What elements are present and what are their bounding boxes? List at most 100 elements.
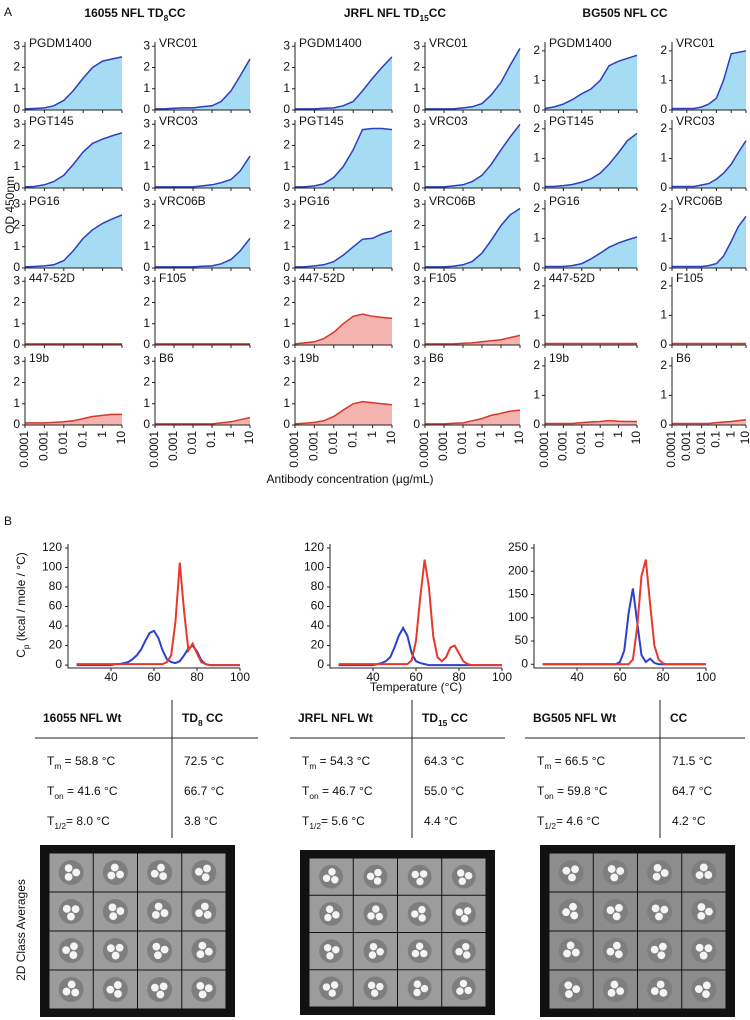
tile-blob — [70, 942, 78, 951]
y-tick-label: 2 — [283, 138, 290, 152]
tile-blob — [72, 868, 81, 877]
x-tick-label: 0.001 — [307, 431, 321, 461]
x-tick-label: 1 — [493, 431, 507, 438]
tile-blob — [113, 981, 122, 989]
table-header-part: TD — [422, 711, 438, 725]
x-tick-label: 1 — [365, 431, 379, 438]
tile-blob — [420, 949, 428, 958]
axis — [154, 277, 250, 346]
y-tick-label: 3 — [283, 38, 290, 52]
y-tick-label: 3 — [143, 116, 150, 130]
y-tick-label: 1 — [660, 73, 667, 87]
x-tick-label: 0.0001 — [417, 431, 431, 468]
x-tick-label: 0.1 — [709, 431, 723, 448]
axis — [544, 277, 637, 346]
x-tick-label: 1 — [95, 431, 109, 438]
table-cell: Ton = 46.7 °C — [302, 784, 373, 801]
tile-halo — [691, 977, 717, 1002]
tile-halo — [102, 938, 128, 963]
x-tick-label: 10 — [629, 431, 643, 445]
curve-line — [24, 56, 123, 110]
axis — [424, 277, 520, 346]
plot-label: PGT145 — [549, 114, 594, 128]
group-title-part: 15 — [419, 13, 429, 23]
table-cell-part: T — [537, 784, 545, 798]
y-tick-label: 0 — [660, 337, 667, 351]
tile-blob — [660, 869, 669, 877]
group-title-part: 8 — [164, 13, 169, 23]
curve-area — [425, 124, 520, 188]
y-tick-label: 40 — [311, 618, 325, 632]
table-cell: 72.5 °C — [184, 754, 224, 768]
curve-line — [295, 230, 393, 268]
x-tick-label: 40 — [104, 670, 118, 684]
y-tick-label: 1 — [13, 316, 20, 330]
y-tick-label: 3 — [13, 116, 20, 130]
y-tick-label: 2 — [533, 201, 540, 215]
curve-area — [295, 230, 392, 268]
panel-label: A — [4, 5, 12, 19]
y-tick-label: 80 — [311, 579, 325, 593]
curve-line — [425, 123, 521, 188]
curve-line — [425, 48, 521, 110]
table-cell: 64.3 °C — [424, 754, 464, 768]
tile-blob — [650, 987, 659, 995]
tile-blob — [455, 908, 464, 916]
y-tick-label: 2 — [413, 218, 420, 232]
tile-blob — [697, 911, 706, 920]
y-tick-label: 0 — [533, 417, 540, 431]
y-tick-label: 0 — [413, 102, 420, 116]
y-tick-label: 1 — [533, 388, 540, 402]
plot-label: 19b — [29, 351, 49, 365]
y-tick-label: 2 — [413, 60, 420, 74]
group-title-part: CC — [168, 6, 186, 20]
y-tick-label: 0 — [660, 260, 667, 274]
tile-blob — [702, 990, 710, 998]
table-cell: T1/2= 8.0 °C — [47, 814, 110, 831]
tile-halo — [191, 977, 217, 1002]
curve-area — [425, 335, 520, 345]
tile-blob — [108, 903, 117, 912]
tile-blob — [606, 947, 615, 956]
table-cell-part: = 66.5 °C — [551, 754, 605, 768]
tile-blob — [376, 947, 384, 956]
curve-area — [295, 401, 392, 425]
y-tick-label: 20 — [311, 638, 325, 652]
y-tick-label: 80 — [49, 579, 63, 593]
y-tick-label: 0 — [660, 180, 667, 194]
table-cell-part: on — [54, 791, 64, 801]
tile-blob — [418, 914, 426, 922]
tile-blob — [659, 988, 668, 997]
side-label: 2D Class Averages — [14, 879, 28, 981]
tile-blob — [160, 909, 169, 917]
x-tick-label: 0.0001 — [147, 431, 161, 468]
plot-label: PGT145 — [29, 114, 74, 128]
group-title-part: 16055 NFL TD — [84, 6, 163, 20]
table-cell-part: m — [544, 761, 551, 771]
tile-halo — [691, 938, 717, 963]
curve-area — [672, 50, 746, 110]
y-tick-label: 2 — [143, 295, 150, 309]
axis — [544, 357, 637, 426]
tile-blob — [160, 945, 169, 954]
x-tick-label: 0.01 — [574, 431, 588, 455]
tile-blob — [322, 983, 331, 991]
table-cell: T1/2= 5.6 °C — [302, 814, 365, 831]
tile-halo — [407, 939, 432, 964]
tile-blob — [418, 905, 426, 914]
y-tick-label: 2 — [283, 295, 290, 309]
y-tick-label: 3 — [283, 196, 290, 210]
y-tick-label: 100 — [42, 560, 62, 574]
plot-label: F105 — [676, 271, 704, 285]
tile-blob — [64, 864, 73, 873]
table-cell: 64.7 °C — [672, 784, 712, 798]
y-tick-label: 1 — [143, 396, 150, 410]
table-cell-part: 1/2 — [54, 821, 66, 831]
table-header-part: TD — [182, 711, 198, 725]
x-tick-label: 80 — [190, 670, 204, 684]
x-tick-label: 0.001 — [436, 431, 450, 461]
tile-blob — [376, 982, 384, 991]
tile-blob — [658, 942, 667, 951]
x-tick-label: 0.0001 — [664, 431, 678, 468]
table-cell-part: = 4.6 °C — [556, 814, 600, 828]
